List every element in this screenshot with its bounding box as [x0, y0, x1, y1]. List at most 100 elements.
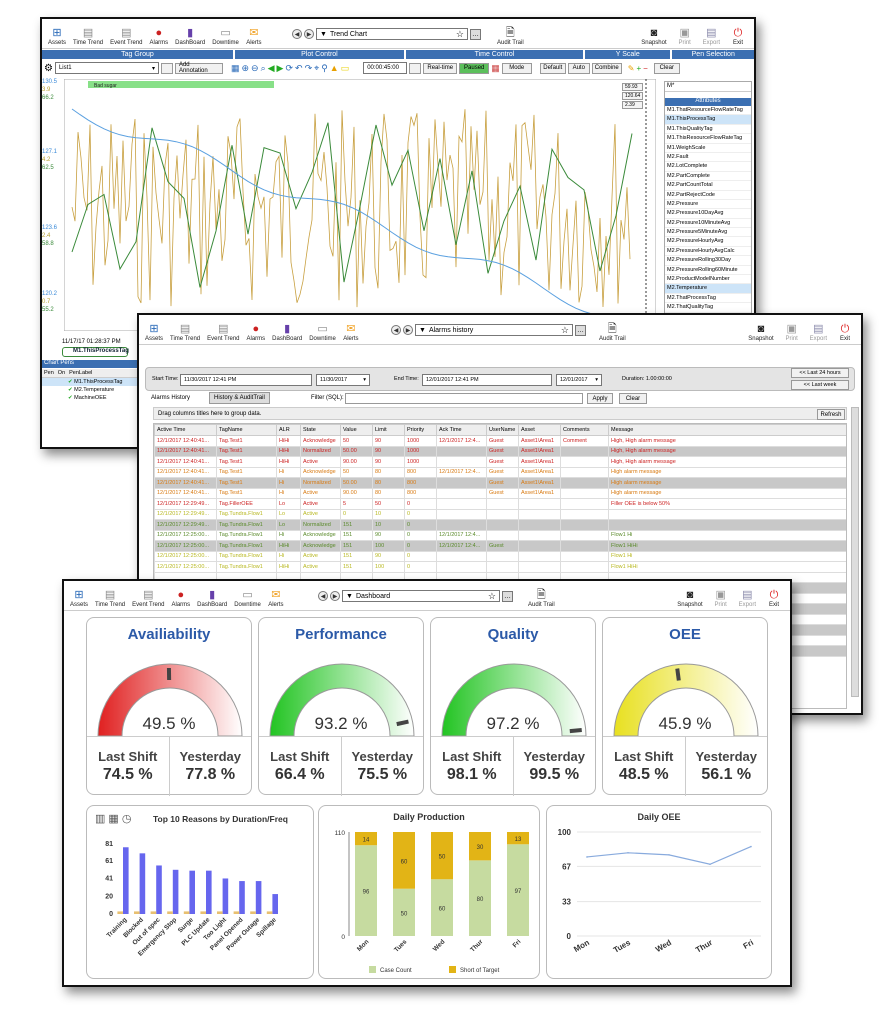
pencil-icon[interactable]: ✎ [627, 63, 635, 73]
check-icon[interactable]: ✔ [68, 395, 75, 401]
attribute-item[interactable]: M2.ProductModelNumber [665, 275, 751, 285]
back-icon[interactable]: ◀ [292, 29, 302, 39]
column-header[interactable]: Priority [404, 424, 437, 436]
attribute-search[interactable]: M* [665, 82, 751, 92]
downtime-button[interactable]: ▭ Downtime [212, 27, 239, 46]
apply-button[interactable]: Apply [587, 393, 613, 404]
filter-input[interactable] [345, 393, 583, 404]
reason-freq-bar[interactable] [183, 911, 190, 914]
zoom-icon[interactable]: ⌕ [260, 62, 266, 73]
snapshot-button[interactable]: ◙ Snapshot [641, 27, 667, 46]
alarms-selector[interactable]: ▼ Alarms history ☆ [415, 324, 573, 336]
short-of-target-bar[interactable] [355, 832, 377, 846]
time-window-input[interactable]: 00:00:45:00 [363, 62, 408, 74]
table-row[interactable]: 12/1/2017 12:29:49... Tag.Tundra.Flow1 Lo A… [154, 508, 846, 520]
cursor-icon[interactable]: ⌖ [314, 62, 320, 73]
downtime-button[interactable]: ▭ Downtime [234, 589, 261, 608]
attribute-item[interactable]: M1.ThisQualityTag [665, 125, 751, 135]
case-count-bar[interactable] [393, 888, 415, 936]
column-header[interactable]: State [300, 424, 341, 436]
grid-icon[interactable]: ▦ [230, 62, 240, 73]
column-header[interactable]: Asset [518, 424, 561, 436]
exit-button[interactable]: ⏻ Exit [839, 323, 850, 342]
table-row[interactable]: 12/1/2017 12:25:00... Tag.Tundra.Flow1 HiH… [154, 540, 846, 552]
reason-freq-bar[interactable] [200, 911, 206, 914]
dashboard-button[interactable]: ▮ DashBoard [197, 589, 228, 608]
forward-arrow-icon[interactable]: ▶ [276, 62, 284, 73]
table-row[interactable]: 12/1/2017 12:25:00... Tag.Tundra.Flow1 Hi A… [154, 550, 846, 562]
column-header[interactable]: Message [608, 424, 846, 436]
reason-freq-bar[interactable] [134, 911, 140, 914]
table-row[interactable]: 12/1/2017 12:29:49... Tag.FillerOEE Lo Acti… [154, 498, 846, 510]
column-header[interactable]: Comments [560, 424, 609, 436]
attribute-item[interactable]: M2.PressureRolling30Day [665, 256, 751, 266]
short-of-target-bar[interactable] [431, 832, 453, 880]
attribute-item[interactable]: M1.WeighScale [665, 144, 751, 153]
forward-icon[interactable]: ▶ [403, 325, 413, 335]
assets-button[interactable]: ⊞ Assets [70, 589, 89, 608]
auto-scale-button[interactable]: Auto [567, 62, 590, 74]
clock-icon[interactable]: ◷ [121, 813, 132, 825]
attribute-item[interactable]: M2.ThatProcessTag [665, 294, 751, 304]
end-time-input[interactable]: 12/01/2017 12:41 PM [422, 374, 552, 386]
last-week-button[interactable]: << Last week [791, 380, 849, 390]
case-count-bar[interactable] [355, 845, 377, 936]
short-of-target-bar[interactable] [393, 832, 415, 889]
reason-bar[interactable] [206, 870, 212, 914]
dashboard-selector[interactable]: ▼ Dashboard ☆ [342, 590, 500, 602]
more-button[interactable]: … [575, 324, 586, 336]
alarms-button[interactable]: ● Alarms [149, 27, 169, 46]
pen-row[interactable]: ✔ MachineOEE [68, 395, 107, 401]
reason-freq-bar[interactable] [117, 911, 123, 914]
more-button[interactable]: … [470, 28, 481, 40]
reason-bar[interactable] [255, 881, 262, 914]
column-header[interactable]: TagName [216, 424, 277, 436]
table-row[interactable]: 12/1/2017 12:29:49... Tag.Tundra.Flow1 Lo N… [154, 519, 846, 531]
attribute-item[interactable]: M2.PressureRolling60Minute [665, 266, 751, 276]
column-header[interactable]: UserName [486, 424, 519, 436]
time-spin-button[interactable] [409, 62, 422, 74]
trend-canvas[interactable]: Bad sugar [64, 79, 656, 331]
reason-freq-bar[interactable] [217, 911, 223, 914]
group-drop-area[interactable]: Drag columns titles here to group data. [153, 407, 847, 420]
more-button[interactable]: … [502, 590, 513, 602]
forward-icon[interactable]: ▶ [330, 591, 340, 601]
exit-button[interactable]: ⏻ Exit [768, 589, 779, 608]
add-annotation-button[interactable]: Add Annotation [174, 62, 223, 74]
check-icon[interactable]: ✔ [68, 379, 75, 385]
event-trend-button[interactable]: ▤ Event Trend [110, 27, 143, 46]
audit-trail-button[interactable]: 🗎 Audit Trail [497, 27, 524, 46]
bar-chart-icon[interactable]: ▥ [95, 813, 106, 825]
attribute-item[interactable]: M2.Pressure10DayAvg [665, 209, 751, 219]
snapshot-button[interactable]: ◙ Snapshot [677, 589, 703, 608]
last-24-hours-button[interactable]: << Last 24 hours [791, 368, 849, 378]
time-trend-button[interactable]: ▤ Time Trend [73, 27, 104, 46]
paused-button[interactable]: Paused [459, 62, 490, 74]
start-time-input[interactable]: 11/30/2017 12:41 PM [180, 374, 312, 386]
attribute-item[interactable]: M2.Temperature [665, 284, 751, 294]
assets-button[interactable]: ⊞ Assets [48, 27, 67, 46]
time-trend-button[interactable]: ▤ Time Trend [95, 589, 126, 608]
realtime-button[interactable]: Real-time [423, 62, 458, 74]
table-row[interactable]: 12/1/2017 12:40:41... Tag.Test1 HiHi Active… [154, 456, 846, 468]
alarms-button[interactable]: ● Alarms [246, 323, 266, 342]
tab-alarms-history[interactable]: Alarms History [151, 395, 191, 401]
event-trend-button[interactable]: ▤ Event Trend [132, 589, 165, 608]
case-count-bar[interactable] [507, 844, 529, 936]
assets-button[interactable]: ⊞ Assets [145, 323, 164, 342]
table-row[interactable]: 12/1/2017 12:40:41... Tag.Test1 Hi Normaliz… [154, 477, 846, 489]
table-row[interactable]: 12/1/2017 12:40:41... Tag.Test1 HiHi Acknow… [154, 435, 846, 447]
attribute-item[interactable]: M2.PressureHourlyAvgCalc [665, 247, 751, 257]
attribute-item[interactable]: M2.ThatQualityTag [665, 303, 751, 313]
table-row[interactable]: 12/1/2017 12:40:41... Tag.Test1 Hi Active 90… [154, 487, 846, 499]
reason-bar[interactable] [239, 881, 245, 914]
reason-bar[interactable] [272, 894, 278, 914]
case-count-bar[interactable] [469, 860, 491, 936]
table-row[interactable]: 12/1/2017 12:40:41... Tag.Test1 HiHi Normal… [154, 445, 846, 457]
column-header[interactable]: Ack Time [436, 424, 487, 436]
audit-trail-button[interactable]: 🗎 Audit Trail [528, 589, 555, 608]
attribute-item[interactable]: M1.ThisProcessTag [665, 115, 751, 125]
trend-plot[interactable]: 130.5 3.9 66.2 127.1 4.2 62.5 123.6 2.4 … [42, 79, 656, 331]
short-of-target-bar[interactable] [507, 832, 529, 845]
zoom-in-icon[interactable]: ⊕ [241, 62, 250, 73]
